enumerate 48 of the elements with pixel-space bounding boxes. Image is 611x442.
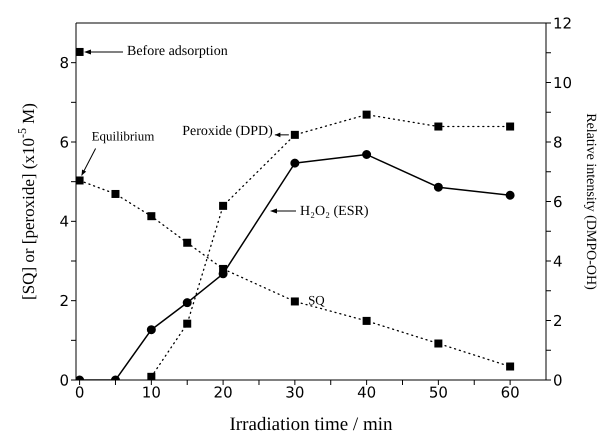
- point: [183, 320, 192, 328]
- point: [506, 190, 515, 200]
- point: [506, 362, 514, 371]
- y-tick-label: 2: [59, 292, 69, 310]
- point: [290, 130, 299, 139]
- y2-axis-title: Relative intensity (DMPO-OH): [582, 113, 598, 290]
- x-tick-label: 50: [428, 384, 448, 402]
- annotation: Peroxide (DPD): [182, 124, 274, 139]
- x-tick-label: 60: [500, 384, 520, 402]
- y-tick-label: 8: [59, 54, 69, 72]
- point: [290, 297, 299, 306]
- x-tick-label: 40: [357, 384, 376, 402]
- point: [183, 238, 192, 247]
- point: [147, 372, 156, 380]
- y2-tick-label: 10: [553, 74, 572, 92]
- point: [182, 298, 192, 308]
- point: [434, 122, 442, 131]
- annotation: Equilibrium: [92, 128, 154, 144]
- y-tick-label: 0: [59, 371, 69, 390]
- y-tick-label: 4: [59, 212, 69, 231]
- point: [76, 176, 84, 184]
- y-tick-label: 6: [59, 133, 69, 152]
- annotation: Before adsorption: [127, 44, 228, 60]
- annotation: H₂O₂ (ESR): [300, 204, 368, 220]
- y2-tick-label: 8: [553, 133, 563, 152]
- x-tick-label: 30: [285, 384, 304, 402]
- y2-tick-label: 6: [553, 192, 563, 211]
- x-axis-title: Irradiation time / min: [229, 414, 394, 435]
- point: [506, 122, 514, 131]
- y2-tick-label: 4: [553, 252, 563, 270]
- point: [362, 150, 372, 159]
- annotation: SQ: [308, 292, 326, 308]
- y2-tick-label: 2: [553, 312, 563, 330]
- point: [434, 340, 442, 348]
- point: [76, 48, 84, 56]
- x-tick-label: 0: [74, 384, 84, 402]
- point: [434, 182, 443, 192]
- point: [111, 190, 120, 198]
- point: [362, 316, 371, 325]
- point: [219, 202, 228, 210]
- y2-tick-label: 12: [553, 14, 572, 32]
- point: [146, 325, 156, 334]
- y2-tick-label: 0: [553, 371, 563, 390]
- point: [362, 110, 371, 119]
- point: [290, 158, 300, 168]
- x-tick-label: 10: [142, 384, 161, 402]
- x-tick-label: 20: [214, 384, 233, 402]
- point: [147, 212, 156, 220]
